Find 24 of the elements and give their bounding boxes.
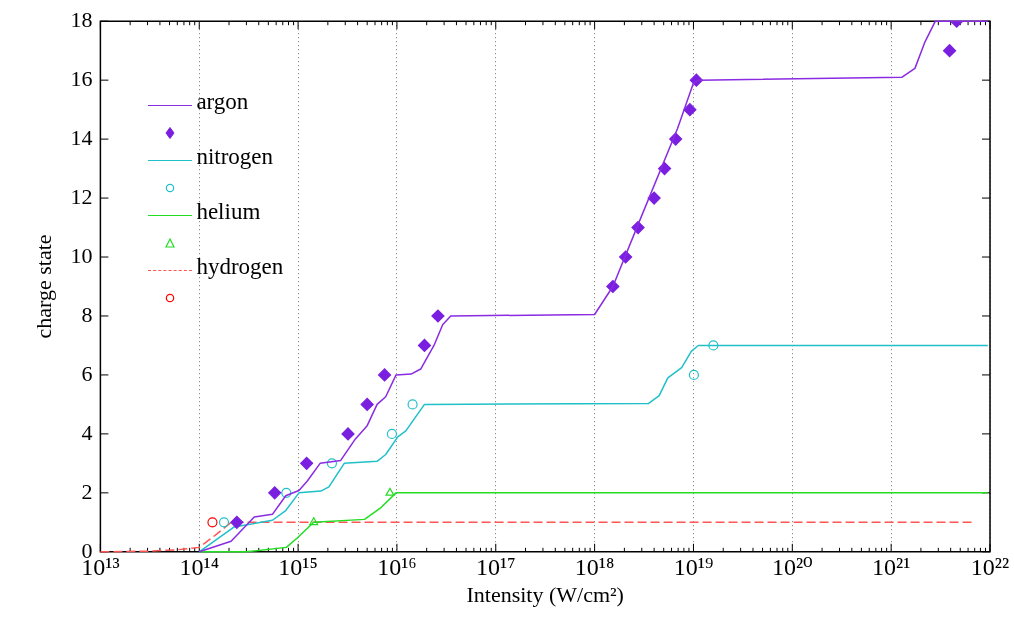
- y-tick-label: 10: [70, 242, 93, 268]
- x-tick-label: 10¹⁶: [377, 554, 417, 581]
- y-tick-label: 14: [70, 124, 93, 150]
- x-tick-label: 10¹⁹: [673, 554, 714, 581]
- x-axis-title: Intensity (W/cm²): [466, 581, 624, 607]
- y-tick-label: 2: [81, 478, 93, 504]
- x-tick-label: 10¹⁸: [574, 554, 615, 581]
- x-tick-label: 10¹⁴: [179, 554, 220, 581]
- y-tick-label: 8: [81, 301, 93, 327]
- x-tick-label: 10²⁰: [771, 554, 813, 581]
- y-tick-label: 12: [70, 183, 93, 209]
- y-tick-label: 6: [81, 360, 93, 386]
- y-axis-title: charge state: [30, 234, 56, 339]
- legend-label: nitrogen: [196, 143, 274, 172]
- y-tick-label: 4: [81, 419, 93, 445]
- x-tick-label: 10²¹: [871, 554, 911, 581]
- x-tick-label: 10¹⁷: [476, 554, 516, 581]
- y-tick-label: 16: [70, 65, 93, 91]
- x-tick-label: 10²²: [970, 554, 1010, 581]
- y-tick-label: 18: [70, 6, 93, 32]
- x-tick-label: 10¹⁵: [278, 554, 318, 581]
- legend-label: hydrogen: [196, 253, 284, 282]
- legend-label: argon: [196, 88, 249, 117]
- legend-label: helium: [196, 198, 261, 227]
